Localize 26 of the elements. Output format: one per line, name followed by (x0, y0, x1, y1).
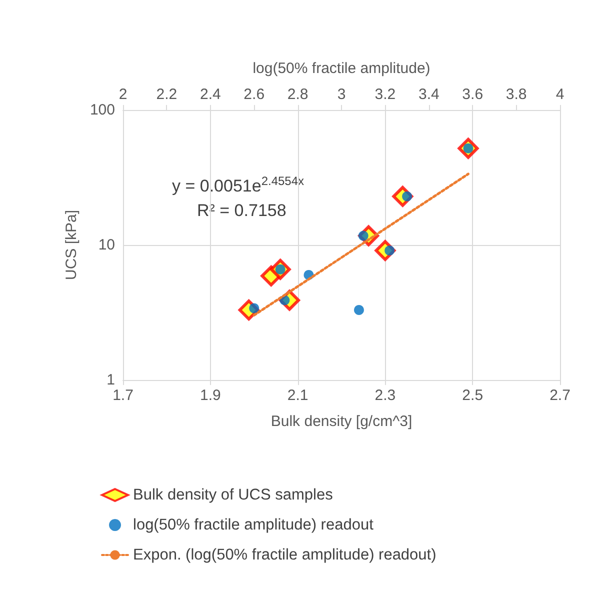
legend-label: Expon. (log(50% fractile amplitude) readout) (133, 546, 436, 564)
x-tick-label: 2.5 (462, 387, 484, 404)
x2-tick-label: 2.6 (244, 86, 265, 103)
x2-tick-label: 3 (337, 86, 346, 103)
x2-tick-label: 2.4 (200, 86, 221, 103)
x-tick-label: 2.7 (550, 387, 570, 404)
x2-tick-label: 3.8 (506, 86, 527, 103)
x-tick-label: 2.3 (374, 387, 396, 404)
x2-axis-title: log(50% fractile amplitude) (252, 60, 430, 77)
y-tick-label: 10 (98, 236, 115, 254)
x2-tick-label: 3.6 (462, 86, 484, 103)
y-tick-label: 1 (106, 372, 115, 388)
x-tick-label: 1.9 (200, 387, 221, 404)
x2-tick-label: 2 (118, 86, 128, 103)
x2-tick-label: 2.8 (287, 86, 308, 103)
x2-tick-label: 2.2 (156, 86, 178, 103)
legend-label: Bulk density of UCS samples (133, 486, 334, 504)
y-axis-title: UCS [kPa] (63, 210, 80, 280)
legend-label: log(50% fractile amplitude) readout (133, 516, 374, 534)
x-tick-label: 2.1 (287, 387, 308, 404)
x-tick-label: 1.7 (112, 387, 134, 404)
x2-tick-label: 3.2 (374, 86, 396, 103)
x2-tick-label: 3.4 (418, 86, 440, 103)
x-axis-title: Bulk density [g/cm^3] (270, 413, 412, 430)
y-tick-label: 100 (90, 102, 115, 118)
x2-tick-label: 4 (556, 86, 564, 103)
